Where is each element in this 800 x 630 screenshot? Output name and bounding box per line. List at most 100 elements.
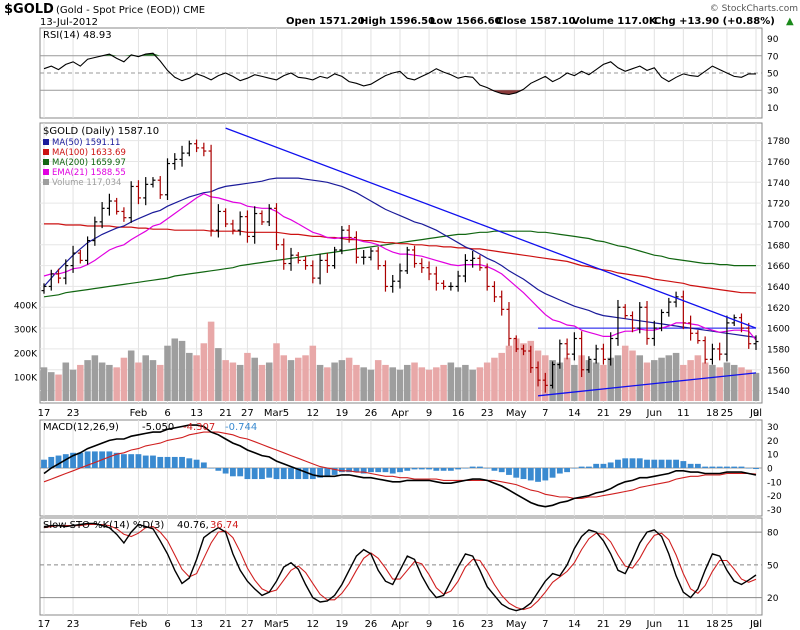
x-tick-label: 19	[336, 619, 349, 630]
volume-bar	[338, 360, 346, 401]
volume-bar	[709, 364, 716, 401]
price-bar	[375, 246, 381, 270]
x-tick-label: 26	[365, 408, 378, 419]
price-tick-label: 1760	[767, 158, 790, 168]
macd-histogram-bar	[716, 466, 723, 468]
price-bar	[165, 158, 171, 200]
macd-histogram-bar	[397, 468, 403, 473]
volume-bar	[745, 369, 753, 401]
macd-histogram-bar	[317, 468, 323, 478]
price-bar	[121, 207, 127, 222]
macd-histogram-bar	[62, 454, 69, 468]
price-bar	[41, 283, 47, 294]
volume-bar	[556, 362, 564, 401]
volume-bar	[106, 364, 113, 401]
volume-bar	[120, 357, 128, 401]
volume-bar	[469, 369, 476, 401]
volume-bar	[55, 374, 62, 401]
x-tick-label: 29	[619, 408, 632, 419]
macd-histogram-bar	[164, 456, 171, 468]
price-bar	[339, 226, 345, 255]
volume-bars	[40, 321, 760, 401]
volume-bar	[156, 364, 164, 401]
x-tick-label: Mar5	[264, 619, 289, 630]
price-bar	[128, 181, 134, 223]
price-bar	[535, 361, 541, 387]
volume-bar	[396, 369, 404, 401]
price-bar	[382, 260, 388, 292]
volume-bar	[40, 367, 48, 401]
macd-legend-value: -5.050	[142, 422, 174, 433]
volume-bar	[411, 362, 418, 401]
volume-bar	[643, 362, 651, 401]
price-bar	[77, 249, 83, 264]
volume-bar	[636, 355, 644, 401]
ma200-line	[43, 230, 756, 298]
macd-histogram-bar	[55, 455, 62, 468]
price-bar	[179, 145, 185, 167]
x-tick-label: 12	[306, 408, 319, 419]
x-tick-label: Apr	[391, 619, 409, 630]
volume-bar	[374, 360, 382, 401]
price-bar	[491, 281, 497, 303]
volume-bar	[324, 367, 331, 401]
legend-label: EMA(21) 1588.55	[52, 168, 126, 178]
volume-bar	[273, 343, 280, 401]
legend-label: Volume 117,034	[52, 178, 121, 188]
x-tick-label: 21	[219, 408, 232, 419]
macd-histogram-bar	[527, 468, 534, 481]
volume-bar	[658, 357, 665, 401]
volume-bar	[389, 367, 397, 401]
header-date: 13-Jul-2012	[40, 17, 98, 28]
volume-bar	[694, 355, 702, 401]
price-bar	[484, 263, 490, 291]
price-tick-label: 1600	[767, 325, 790, 335]
price-bar	[644, 301, 650, 345]
up-arrow-icon: ▲	[786, 16, 794, 27]
volume-bar	[98, 362, 106, 401]
volume-bar	[360, 367, 367, 401]
volume-bar	[84, 360, 91, 401]
macd-histogram-bar	[615, 459, 621, 468]
price-bar	[680, 290, 686, 330]
volume-bar	[302, 355, 309, 401]
price-bar	[237, 211, 243, 236]
volume-tick-label: 300K	[14, 325, 38, 335]
price-bar	[106, 193, 112, 216]
price-tick-label: 1540	[767, 387, 790, 397]
macd-histogram-bar	[229, 468, 236, 477]
macd-histogram-bar	[731, 466, 738, 468]
volume-bar	[563, 357, 571, 401]
macd-histogram-bar	[418, 468, 425, 470]
macd-histogram-bar	[121, 454, 127, 468]
price-bar	[564, 338, 570, 360]
macd-histogram-bar	[564, 468, 571, 473]
volume-bar	[483, 362, 491, 401]
macd-histogram-bar	[237, 468, 244, 477]
x-tick-label: Apr	[391, 408, 409, 419]
macd-tick-label: -10	[767, 478, 782, 488]
price-bar	[143, 177, 149, 206]
x-tick-label: Jul	[749, 619, 762, 630]
macd-histogram-bar	[702, 466, 709, 468]
volume-bar	[62, 362, 70, 401]
legend-swatch	[43, 179, 49, 185]
macd-histogram-bar	[724, 466, 730, 468]
macd-histogram-bar	[77, 452, 84, 468]
price-bar	[673, 291, 679, 308]
volume-bar	[382, 364, 389, 401]
x-tick-label: May	[506, 408, 527, 419]
macd-tick-label: 10	[767, 451, 779, 461]
macd-histogram-bar	[222, 468, 229, 474]
sto-legend-k: 40.76,	[177, 520, 209, 531]
macd-signal-line	[43, 431, 757, 499]
price-bar	[346, 224, 352, 243]
price-bar	[724, 315, 730, 362]
sto-legend-d: 36.74	[210, 520, 239, 531]
x-tick-label: 14	[568, 619, 581, 630]
rsi-tick-label: 50	[767, 70, 779, 80]
price-bar	[252, 206, 258, 244]
volume-tick-label: 200K	[14, 349, 38, 359]
macd-histogram-bar	[360, 468, 367, 474]
macd-histogram-bar	[135, 454, 142, 468]
